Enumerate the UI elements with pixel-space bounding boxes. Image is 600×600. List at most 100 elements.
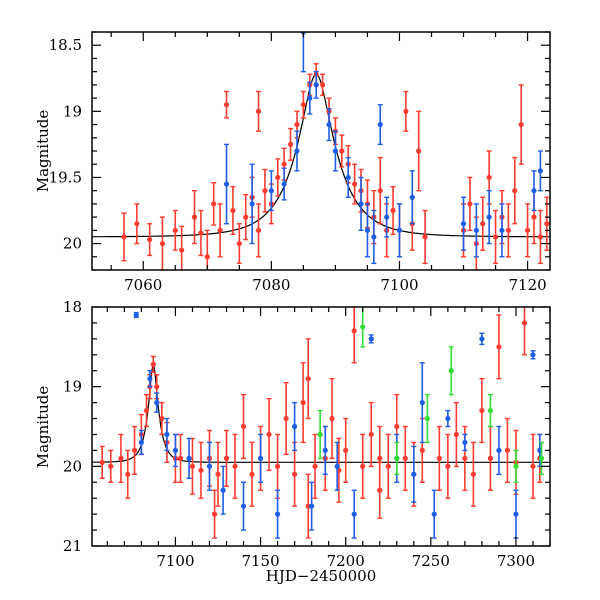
data-point <box>537 209 543 265</box>
point-marker <box>537 234 543 240</box>
data-point <box>189 437 196 495</box>
point-marker <box>364 227 371 233</box>
point-marker <box>492 234 499 240</box>
point-marker <box>198 230 204 236</box>
axes-frame <box>91 306 551 547</box>
data-point <box>360 307 366 348</box>
data-point <box>99 445 105 479</box>
point-marker <box>138 439 144 446</box>
y-tick-label: 21 <box>63 537 82 555</box>
data-point <box>223 429 230 487</box>
data-point <box>217 203 223 258</box>
data-point <box>274 433 281 499</box>
data-point <box>255 203 262 258</box>
point-marker <box>312 463 318 469</box>
point-marker <box>147 376 153 382</box>
point-marker <box>496 447 502 453</box>
data-point <box>530 433 536 499</box>
data-point <box>521 307 528 356</box>
point-marker <box>479 336 485 342</box>
data-point <box>499 203 505 258</box>
data-point <box>211 182 217 226</box>
top-panel: 7060 7080 7100 7120 18.5 19 19.5 20 Magnitude <box>34 31 551 294</box>
point-marker <box>177 455 184 461</box>
data-point <box>320 73 326 97</box>
point-marker <box>118 455 124 461</box>
point-marker <box>223 102 230 108</box>
y-tick-label: 19 <box>63 102 82 120</box>
data-point <box>377 461 383 519</box>
point-marker <box>143 407 150 414</box>
point-marker <box>317 431 323 438</box>
point-marker <box>240 503 247 509</box>
point-marker <box>232 463 238 469</box>
data-point <box>313 70 319 99</box>
data-point <box>524 203 531 258</box>
data-point <box>150 355 156 374</box>
data-point <box>368 401 374 468</box>
point-marker <box>268 188 274 194</box>
data-point <box>409 170 415 225</box>
point-marker <box>416 148 422 154</box>
data-point <box>164 417 170 452</box>
data-point <box>332 130 339 172</box>
data-point <box>436 425 442 491</box>
x-tick-label: 7150 <box>241 552 279 570</box>
point-marker <box>255 108 262 114</box>
point-marker <box>513 511 519 517</box>
point-marker <box>377 487 383 493</box>
data-point <box>377 104 383 146</box>
point-marker <box>294 121 300 128</box>
data-point <box>249 163 255 245</box>
point-marker <box>486 174 492 181</box>
point-marker <box>460 221 467 227</box>
y-tick-label: 19 <box>63 378 82 396</box>
bottom-panel-data <box>92 307 550 539</box>
data-point <box>257 433 264 483</box>
data-point <box>470 441 476 507</box>
data-point <box>275 158 281 197</box>
point-marker <box>339 148 345 154</box>
point-marker <box>172 447 179 453</box>
data-point <box>486 189 492 245</box>
data-point <box>186 437 192 479</box>
point-marker <box>108 463 114 469</box>
x-tick-label: 7060 <box>124 276 162 294</box>
point-marker <box>206 463 213 469</box>
point-marker <box>345 174 351 181</box>
data-point <box>108 449 114 483</box>
point-marker <box>255 227 262 233</box>
point-marker <box>352 181 358 187</box>
point-marker <box>411 471 417 477</box>
point-marker <box>134 221 140 227</box>
point-marker <box>262 188 268 194</box>
data-point <box>479 332 485 346</box>
bottom-y-axis-label: Magnitude <box>34 386 52 469</box>
data-point <box>305 338 311 420</box>
data-point <box>419 362 425 444</box>
data-point <box>513 449 519 483</box>
point-marker <box>512 188 518 194</box>
data-point <box>300 362 306 444</box>
top-panel-axes: 7060 7080 7100 7120 18.5 19 19.5 20 <box>49 31 551 294</box>
point-marker <box>530 463 536 469</box>
point-marker <box>223 455 230 461</box>
point-marker <box>281 161 287 167</box>
data-point <box>143 393 150 428</box>
data-point <box>537 150 543 192</box>
point-marker <box>329 415 335 422</box>
data-point <box>172 433 179 468</box>
point-marker <box>499 227 505 233</box>
point-marker <box>320 82 326 88</box>
data-point <box>530 350 536 360</box>
point-marker <box>159 415 165 422</box>
data-point <box>402 425 408 491</box>
point-marker <box>384 214 390 220</box>
top-panel-data <box>92 32 550 270</box>
point-marker <box>292 471 298 477</box>
data-point <box>232 433 238 499</box>
point-marker <box>230 207 236 214</box>
point-marker <box>131 447 138 453</box>
data-point <box>460 196 467 251</box>
point-marker <box>531 188 537 194</box>
